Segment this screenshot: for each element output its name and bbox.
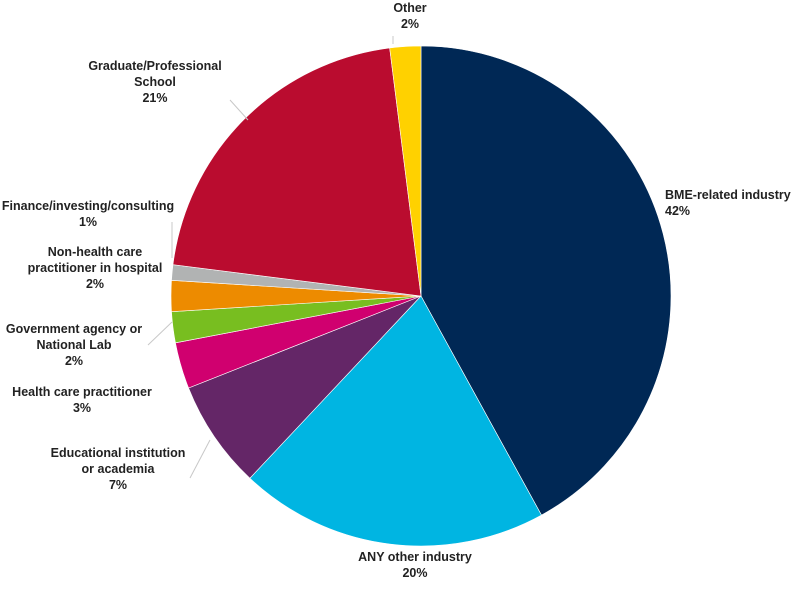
slice-percent: 21% bbox=[142, 91, 167, 105]
pie-slice-bme-related-industry bbox=[420, 45, 672, 516]
slice-label-line: Finance/investing/consulting bbox=[2, 199, 174, 213]
pie-slice-other bbox=[389, 45, 422, 297]
slice-labels: BME-related industry 42% ANY other industr… bbox=[2, 1, 791, 580]
slice-percent: 20% bbox=[402, 566, 427, 580]
pie-slice-any-other-industry bbox=[249, 295, 542, 547]
slice-label-line: Government agency or bbox=[6, 322, 142, 336]
slice-label: Educational institution or academia 7% bbox=[51, 446, 186, 492]
pie-slices bbox=[170, 45, 672, 547]
slice-percent: 2% bbox=[86, 277, 104, 291]
slice-label-line: Health care practitioner bbox=[12, 385, 152, 399]
slice-label-line: or academia bbox=[82, 462, 156, 476]
slice-percent: 2% bbox=[65, 354, 83, 368]
leader-line bbox=[147, 321, 173, 346]
slice-label-line: Educational institution bbox=[51, 446, 186, 460]
pie-slice-graduate-professional-school bbox=[172, 47, 422, 297]
slice-label: Non-health care practitioner in hospital 2… bbox=[28, 245, 163, 291]
slice-label-line: ANY other industry bbox=[358, 550, 472, 564]
slice-percent: 2% bbox=[401, 17, 419, 31]
slice-percent: 3% bbox=[73, 401, 91, 415]
slice-label-line: Non-health care bbox=[48, 245, 143, 259]
slice-label-line: National Lab bbox=[36, 338, 111, 352]
slice-label: ANY other industry 20% bbox=[358, 550, 472, 580]
leader-line bbox=[229, 99, 249, 121]
slice-label: Government agency or National Lab 2% bbox=[6, 322, 142, 368]
slice-label: Health care practitioner 3% bbox=[12, 385, 152, 415]
slice-label-line: practitioner in hospital bbox=[28, 261, 163, 275]
slice-percent: 42% bbox=[665, 204, 690, 218]
slice-label-line: School bbox=[134, 75, 176, 89]
slice-label-line: BME-related industry bbox=[665, 188, 791, 202]
slice-label: Finance/investing/consulting 1% bbox=[2, 199, 174, 229]
leader-line bbox=[189, 439, 211, 479]
slice-label: Graduate/Professional School 21% bbox=[88, 59, 221, 105]
slice-label: Other 2% bbox=[393, 1, 426, 31]
slice-percent: 1% bbox=[79, 215, 97, 229]
leader-lines bbox=[147, 36, 394, 479]
slice-label: BME-related industry 42% bbox=[665, 188, 791, 218]
slice-label-line: Graduate/Professional bbox=[88, 59, 221, 73]
slice-percent: 7% bbox=[109, 478, 127, 492]
pie-slice-educational-institution-or-academia bbox=[188, 295, 422, 479]
slice-label-line: Other bbox=[393, 1, 426, 15]
